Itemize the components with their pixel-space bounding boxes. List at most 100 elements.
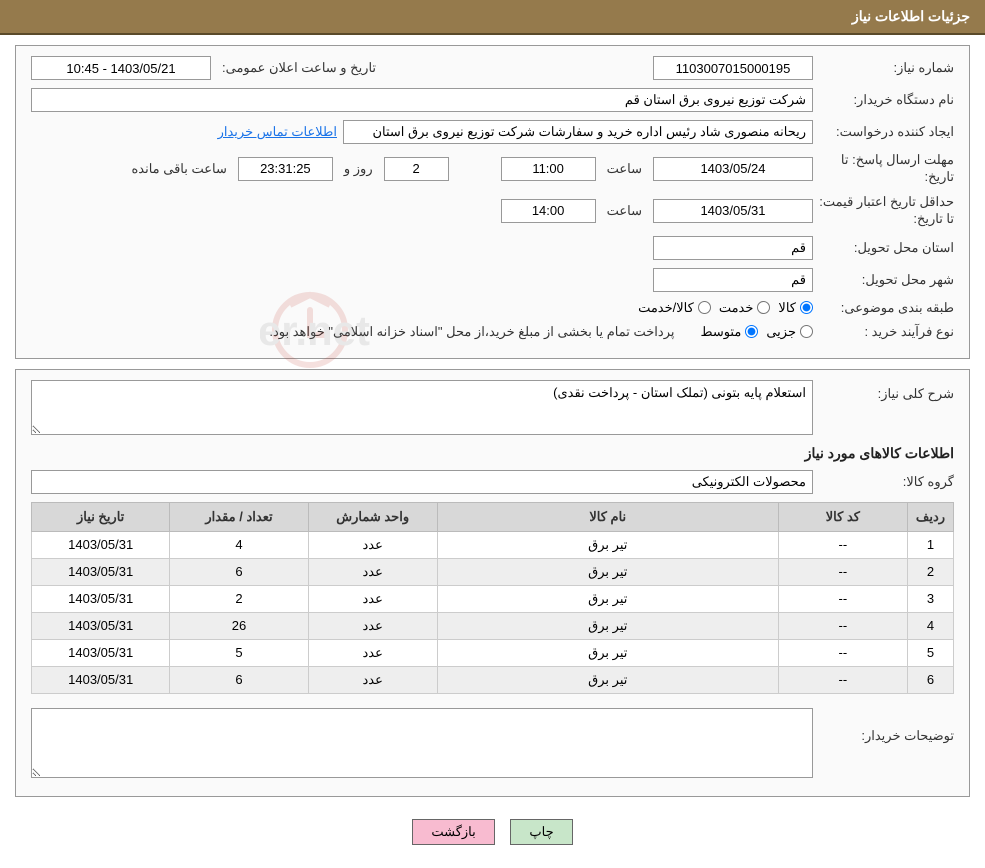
min-valid-time-label: ساعت <box>602 203 647 219</box>
requester-label: ایجاد کننده درخواست: <box>819 124 954 140</box>
row-province: استان محل تحویل: <box>31 236 954 260</box>
cell-unit: عدد <box>308 612 437 639</box>
row-description: شرح کلی نیاز: <box>31 380 954 435</box>
cell-date: 1403/05/31 <box>32 612 170 639</box>
col-code: کد کالا <box>778 502 907 531</box>
category-radio-group: کالا خدمت کالا/خدمت <box>638 300 813 316</box>
radio-medium-input[interactable] <box>745 325 758 338</box>
details-panel: شماره نیاز: تاریخ و ساعت اعلان عمومی: نا… <box>15 45 970 359</box>
city-label: شهر محل تحویل: <box>819 272 954 288</box>
cell-row: 4 <box>907 612 953 639</box>
cell-date: 1403/05/31 <box>32 558 170 585</box>
cell-code: -- <box>778 558 907 585</box>
table-row: 5--تیر برقعدد51403/05/31 <box>32 639 954 666</box>
min-valid-time-input[interactable] <box>501 199 596 223</box>
days-remaining-input[interactable] <box>384 157 449 181</box>
cell-name: تیر برق <box>437 585 778 612</box>
table-row: 1--تیر برقعدد41403/05/31 <box>32 531 954 558</box>
cell-row: 6 <box>907 666 953 693</box>
buyer-notes-label: توضیحات خریدار: <box>819 708 954 744</box>
row-category: طبقه بندی موضوعی: کالا خدمت کالا/خدمت <box>31 300 954 316</box>
city-input[interactable] <box>653 268 813 292</box>
table-row: 6--تیر برقعدد61403/05/31 <box>32 666 954 693</box>
cell-name: تیر برق <box>437 612 778 639</box>
group-label: گروه کالا: <box>819 474 954 490</box>
table-row: 3--تیر برقعدد21403/05/31 <box>32 585 954 612</box>
row-city: شهر محل تحویل: <box>31 268 954 292</box>
cell-qty: 26 <box>170 612 308 639</box>
cell-name: تیر برق <box>437 558 778 585</box>
radio-service[interactable]: خدمت <box>719 300 771 316</box>
buyer-contact-link[interactable]: اطلاعات تماس خریدار <box>218 124 337 140</box>
category-label: طبقه بندی موضوعی: <box>819 300 954 316</box>
cell-code: -- <box>778 639 907 666</box>
radio-service-input[interactable] <box>757 301 770 314</box>
back-button[interactable]: بازگشت <box>412 819 494 845</box>
radio-minor-label: جزیی <box>766 324 796 340</box>
radio-minor-input[interactable] <box>800 325 813 338</box>
cell-date: 1403/05/31 <box>32 531 170 558</box>
announce-datetime-input[interactable] <box>31 56 211 80</box>
cell-row: 2 <box>907 558 953 585</box>
buyer-notes-textarea[interactable] <box>31 708 813 778</box>
process-note: پرداخت تمام یا بخشی از مبلغ خرید،از محل … <box>269 324 674 340</box>
print-button[interactable]: چاپ <box>510 819 572 845</box>
requester-input[interactable] <box>343 120 813 144</box>
min-valid-date-input[interactable] <box>653 199 813 223</box>
radio-goods-service-input[interactable] <box>698 301 711 314</box>
cell-name: تیر برق <box>437 639 778 666</box>
row-buyer-notes: توضیحات خریدار: <box>31 708 954 778</box>
radio-medium-label: متوسط <box>700 324 741 340</box>
cell-unit: عدد <box>308 585 437 612</box>
buyer-input[interactable] <box>31 88 813 112</box>
cell-code: -- <box>778 531 907 558</box>
radio-medium[interactable]: متوسط <box>700 324 758 340</box>
radio-goods-service[interactable]: کالا/خدمت <box>638 300 711 316</box>
cell-date: 1403/05/31 <box>32 639 170 666</box>
row-need-number: شماره نیاز: تاریخ و ساعت اعلان عمومی: <box>31 56 954 80</box>
group-input[interactable] <box>31 470 813 494</box>
items-section-title: اطلاعات کالاهای مورد نیاز <box>31 445 954 462</box>
cell-code: -- <box>778 612 907 639</box>
radio-goods[interactable]: کالا <box>778 300 813 316</box>
row-buyer: نام دستگاه خریدار: <box>31 88 954 112</box>
announce-label: تاریخ و ساعت اعلان عمومی: <box>217 60 381 76</box>
table-head-row: ردیف کد کالا نام کالا واحد شمارش تعداد /… <box>32 502 954 531</box>
hours-remaining-input[interactable] <box>238 157 333 181</box>
page-header: جزئیات اطلاعات نیاز <box>0 0 985 35</box>
cell-unit: عدد <box>308 558 437 585</box>
table-row: 2--تیر برقعدد61403/05/31 <box>32 558 954 585</box>
cell-unit: عدد <box>308 666 437 693</box>
cell-code: -- <box>778 585 907 612</box>
items-table: ردیف کد کالا نام کالا واحد شمارش تعداد /… <box>31 502 954 694</box>
cell-qty: 5 <box>170 639 308 666</box>
deadline-time-input[interactable] <box>501 157 596 181</box>
radio-goods-input[interactable] <box>800 301 813 314</box>
province-input[interactable] <box>653 236 813 260</box>
cell-row: 1 <box>907 531 953 558</box>
cell-name: تیر برق <box>437 666 778 693</box>
process-radio-group: جزیی متوسط <box>700 324 813 340</box>
row-process-type: نوع فرآیند خرید : جزیی متوسط پرداخت تمام… <box>31 324 954 340</box>
cell-name: تیر برق <box>437 531 778 558</box>
cell-row: 5 <box>907 639 953 666</box>
cell-unit: عدد <box>308 531 437 558</box>
cell-qty: 2 <box>170 585 308 612</box>
radio-service-label: خدمت <box>719 300 754 316</box>
col-date: تاریخ نیاز <box>32 502 170 531</box>
table-row: 4--تیر برقعدد261403/05/31 <box>32 612 954 639</box>
cell-date: 1403/05/31 <box>32 666 170 693</box>
description-label: شرح کلی نیاز: <box>819 380 954 402</box>
process-label: نوع فرآیند خرید : <box>819 324 954 340</box>
min-valid-label: حداقل تاریخ اعتبار قیمت: تا تاریخ: <box>819 194 954 228</box>
cell-row: 3 <box>907 585 953 612</box>
radio-goods-service-label: کالا/خدمت <box>638 300 694 316</box>
radio-minor[interactable]: جزیی <box>766 324 813 340</box>
col-row: ردیف <box>907 502 953 531</box>
description-textarea[interactable] <box>31 380 813 435</box>
cell-date: 1403/05/31 <box>32 585 170 612</box>
province-label: استان محل تحویل: <box>819 240 954 256</box>
col-qty: تعداد / مقدار <box>170 502 308 531</box>
need-number-input[interactable] <box>653 56 813 80</box>
deadline-date-input[interactable] <box>653 157 813 181</box>
